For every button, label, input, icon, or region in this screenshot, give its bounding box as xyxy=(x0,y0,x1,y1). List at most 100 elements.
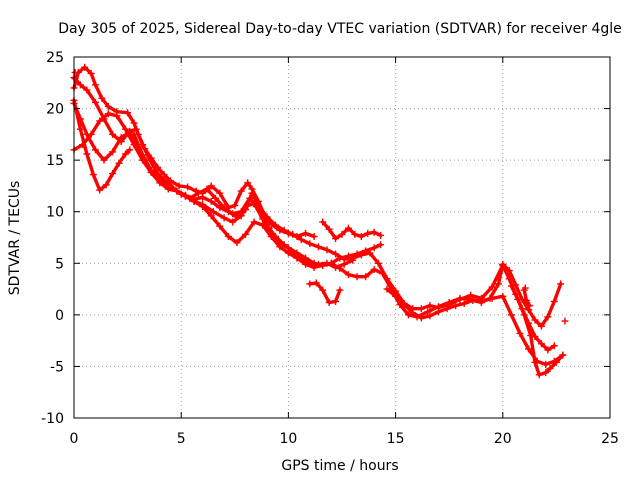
data-point-marker xyxy=(267,232,275,240)
data-point-marker xyxy=(121,125,129,133)
series-trace-h xyxy=(319,218,385,243)
data-point-marker xyxy=(216,222,224,230)
data-point-marker xyxy=(319,218,327,226)
data-point-marker xyxy=(383,285,391,293)
data-point-marker xyxy=(259,215,267,223)
data-point-marker xyxy=(87,130,95,138)
data-point-marker xyxy=(96,117,104,125)
data-point-marker xyxy=(526,302,534,310)
data-point-marker xyxy=(537,340,545,348)
series-trace-k xyxy=(520,286,534,310)
data-point-marker xyxy=(145,154,153,162)
data-point-marker xyxy=(259,221,267,229)
data-point-marker xyxy=(181,192,189,200)
data-series xyxy=(70,63,569,379)
data-point-marker xyxy=(531,316,539,324)
data-point-marker xyxy=(521,284,529,292)
data-point-marker xyxy=(233,213,241,221)
data-point-marker xyxy=(89,171,97,179)
y-tick-label: 25 xyxy=(46,50,64,66)
series-trace-c xyxy=(70,99,385,269)
data-point-marker xyxy=(130,119,138,127)
chart-title: Day 305 of 2025, Sidereal Day-to-day VTE… xyxy=(58,21,622,37)
data-point-marker xyxy=(96,186,104,194)
data-point-marker xyxy=(383,275,391,283)
data-point-marker xyxy=(338,230,346,238)
isolated-points xyxy=(71,68,569,325)
data-point-marker xyxy=(332,235,340,243)
data-point-marker xyxy=(552,358,560,366)
data-point-marker xyxy=(456,295,464,303)
data-point-marker xyxy=(520,311,528,319)
data-point-marker xyxy=(522,296,530,304)
data-point-marker xyxy=(248,189,256,197)
data-point-marker xyxy=(207,182,215,190)
data-point-marker xyxy=(559,351,567,359)
data-point-marker xyxy=(525,306,533,314)
data-point-marker xyxy=(486,294,494,302)
data-point-marker xyxy=(377,231,385,239)
data-point-marker xyxy=(336,264,344,272)
data-point-marker xyxy=(147,166,155,174)
plot-frame xyxy=(73,56,611,419)
data-point-marker xyxy=(289,230,297,238)
data-point-marker xyxy=(209,208,217,216)
data-point-marker xyxy=(495,280,503,288)
data-point-marker xyxy=(237,187,245,195)
data-point-marker xyxy=(212,194,220,202)
y-tick-label: 15 xyxy=(46,153,64,169)
data-point-marker xyxy=(550,342,558,350)
data-point-marker xyxy=(207,212,215,220)
data-point-marker xyxy=(306,240,314,248)
data-point-marker xyxy=(302,254,310,262)
data-point-marker xyxy=(126,146,134,154)
data-point-marker xyxy=(374,259,382,267)
x-tick-label: 20 xyxy=(494,431,512,447)
data-point-marker xyxy=(531,333,539,341)
data-point-marker xyxy=(91,81,99,89)
data-point-marker xyxy=(199,203,207,211)
data-point-marker xyxy=(525,345,533,353)
data-point-marker xyxy=(434,308,442,316)
data-point-marker xyxy=(351,230,359,238)
data-point-marker xyxy=(284,249,292,257)
data-point-marker xyxy=(216,189,224,197)
data-point-marker xyxy=(550,297,558,305)
data-point-marker xyxy=(194,189,202,197)
data-point-marker xyxy=(109,170,117,178)
data-point-marker xyxy=(113,112,121,120)
data-point-marker xyxy=(364,229,372,237)
y-tick-label: -5 xyxy=(50,359,64,375)
x-axis-label: GPS time / hours xyxy=(281,458,398,474)
data-point-marker xyxy=(164,179,172,187)
data-point-marker xyxy=(546,364,554,372)
data-point-marker xyxy=(336,286,344,294)
data-point-marker xyxy=(323,246,331,254)
data-point-marker xyxy=(542,369,550,377)
data-point-marker xyxy=(452,302,460,310)
data-point-marker xyxy=(370,244,378,252)
data-point-marker xyxy=(557,280,565,288)
x-tick-label: 10 xyxy=(279,431,297,447)
data-point-marker xyxy=(87,70,95,78)
data-point-marker xyxy=(224,208,232,216)
data-point-marker xyxy=(325,298,333,306)
data-point-marker xyxy=(102,181,110,189)
series-trace xyxy=(132,132,556,352)
data-point-marker xyxy=(139,141,147,149)
data-point-marker xyxy=(203,185,211,193)
data-point-marker xyxy=(121,150,129,158)
data-point-marker xyxy=(83,86,91,94)
data-point-marker xyxy=(244,179,252,187)
data-point-marker xyxy=(409,309,417,317)
data-point-marker xyxy=(71,68,79,76)
data-point-marker xyxy=(332,297,340,305)
data-point-marker xyxy=(164,185,172,193)
data-point-marker xyxy=(83,150,91,158)
data-point-marker xyxy=(306,280,314,288)
data-point-marker xyxy=(130,130,138,138)
data-point-marker xyxy=(156,173,164,181)
x-tick-label: 0 xyxy=(70,431,79,447)
series-trace xyxy=(72,101,383,267)
data-point-marker xyxy=(477,298,485,306)
